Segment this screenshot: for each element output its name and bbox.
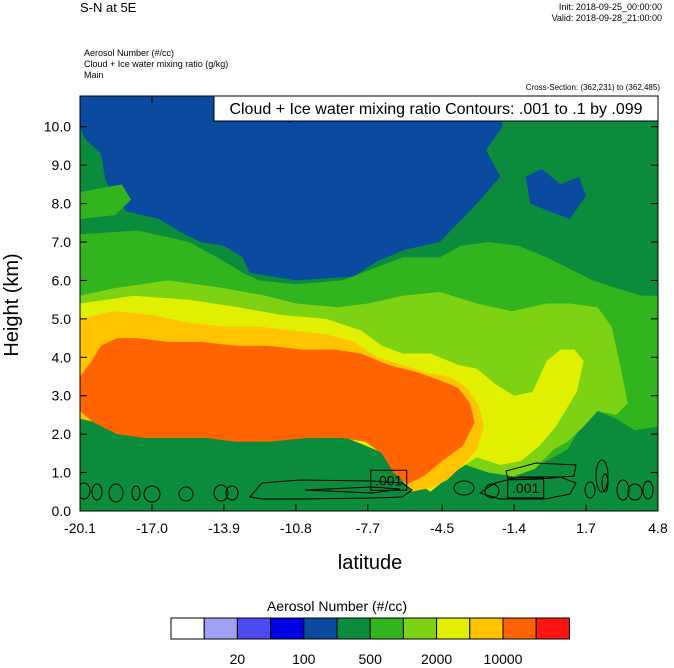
y-tick-label: 9.0	[52, 157, 72, 173]
colorbar-swatch	[369, 617, 404, 640]
x-tick-label: -4.5	[430, 520, 454, 536]
x-axis-label: latitude	[338, 552, 403, 574]
axes: -20.1 -17.0 -13.9 -10.8 -7.7 -4.5 -1.4 1.7 4.8 0.…	[44, 96, 668, 536]
contour-label: .001	[375, 472, 402, 488]
contour-ring	[178, 486, 194, 502]
colorbar-swatch	[402, 617, 438, 640]
x-tick-label: -1.4	[502, 520, 526, 536]
contour-info-text: Cloud + Ice water mixing ratio Contours:…	[229, 101, 642, 118]
colorbar-title: Aerosol Number (#/cc)	[266, 598, 408, 614]
cloud-ice-contours: .001 .001	[80, 459, 654, 503]
colorbar-swatch	[203, 617, 238, 640]
valid-time: Valid: 2018-09-28_21:00:00	[551, 13, 662, 23]
y-tick-label: 7.0	[52, 234, 72, 250]
y-tick-label: 6.0	[52, 272, 72, 288]
x-tick-label: -10.8	[280, 520, 312, 536]
y-axis-label: Height (km)	[1, 253, 23, 356]
aerosol-field	[80, 96, 658, 511]
colorbar: 20 100 500 2000 10000	[170, 617, 570, 667]
colorbar-swatch	[270, 617, 305, 640]
contour-info-frame	[213, 95, 659, 122]
contour-ring	[80, 482, 91, 500]
y-tick-label: 2.0	[52, 426, 72, 442]
y-tick-label: 5.0	[52, 311, 72, 327]
colorbar-swatch	[170, 617, 205, 640]
colorbar-label: 10000	[484, 651, 523, 667]
colorbar-swatch	[469, 617, 504, 640]
contour-line	[304, 486, 401, 494]
contour-ring	[601, 473, 609, 493]
x-tick-label: -20.1	[64, 520, 96, 536]
field-aerosol: Aerosol Number (#/cc)	[84, 48, 175, 58]
field-region-blue	[525, 169, 586, 219]
x-tick-label: -7.7	[356, 520, 380, 536]
field-region-blue	[80, 96, 503, 281]
y-tick-label: 8.0	[52, 196, 72, 212]
contour-ring	[143, 485, 161, 503]
contour-ring	[642, 480, 654, 500]
contour-ring	[108, 483, 124, 503]
contour-label: .001	[512, 480, 539, 496]
contour-ring	[484, 483, 500, 499]
colorbar-swatch	[535, 617, 570, 640]
contour-label-box	[370, 469, 408, 491]
colorbar-swatch	[303, 617, 338, 640]
x-tick-label: 4.8	[648, 520, 668, 536]
colorbar-swatch	[502, 617, 537, 640]
contour-info-box: Cloud + Ice water mixing ratio Contours:…	[213, 95, 659, 122]
field-list: Aerosol Number (#/cc) Cloud + Ice water …	[84, 48, 228, 81]
x-tick-label: 1.7	[576, 520, 596, 536]
colorbar-swatch	[236, 617, 272, 640]
y-tick-label: 4.0	[52, 349, 72, 365]
contour-ring	[131, 485, 141, 501]
plot-title: S-N at 5E	[80, 0, 137, 15]
colorbar-swatch	[336, 617, 371, 640]
colorbar-label: 2000	[421, 651, 452, 667]
contour-ring	[453, 480, 475, 496]
y-tick-label: 0.0	[52, 503, 72, 519]
x-tick-label: -13.9	[208, 520, 240, 536]
colorbar-label: 20	[230, 651, 246, 667]
contour-ring	[584, 481, 596, 499]
cross-section-info: Cross-Section: (362,231) to (362,485)	[525, 83, 660, 92]
field-main: Main	[84, 70, 104, 80]
contour-ring	[616, 479, 630, 501]
contour-ring	[213, 484, 229, 502]
contour-ring	[627, 483, 643, 501]
field-region-orange	[80, 338, 475, 485]
field-cloud-ice: Cloud + Ice water mixing ratio (g/kg)	[84, 59, 229, 69]
colorbar-swatch	[436, 617, 471, 640]
contour-ring	[595, 459, 609, 493]
contour-label-box	[507, 477, 545, 499]
y-tick-label: 3.0	[52, 388, 72, 404]
field-region-green	[80, 184, 132, 219]
colorbar-label: 500	[359, 651, 383, 667]
contour-ring	[225, 485, 239, 501]
contour-line	[249, 479, 413, 500]
y-tick-label: 1.0	[52, 465, 72, 481]
x-tick-label: -17.0	[136, 520, 168, 536]
y-tick-label: 10.0	[44, 119, 71, 135]
run-info: Init: 2018-09-25_00:00:00 Valid: 2018-09…	[552, 2, 662, 24]
contour-ring	[91, 483, 103, 501]
contour-line	[478, 476, 577, 500]
colorbar-label: 100	[292, 651, 316, 667]
init-time: Init: 2018-09-25_00:00:00	[558, 2, 662, 12]
